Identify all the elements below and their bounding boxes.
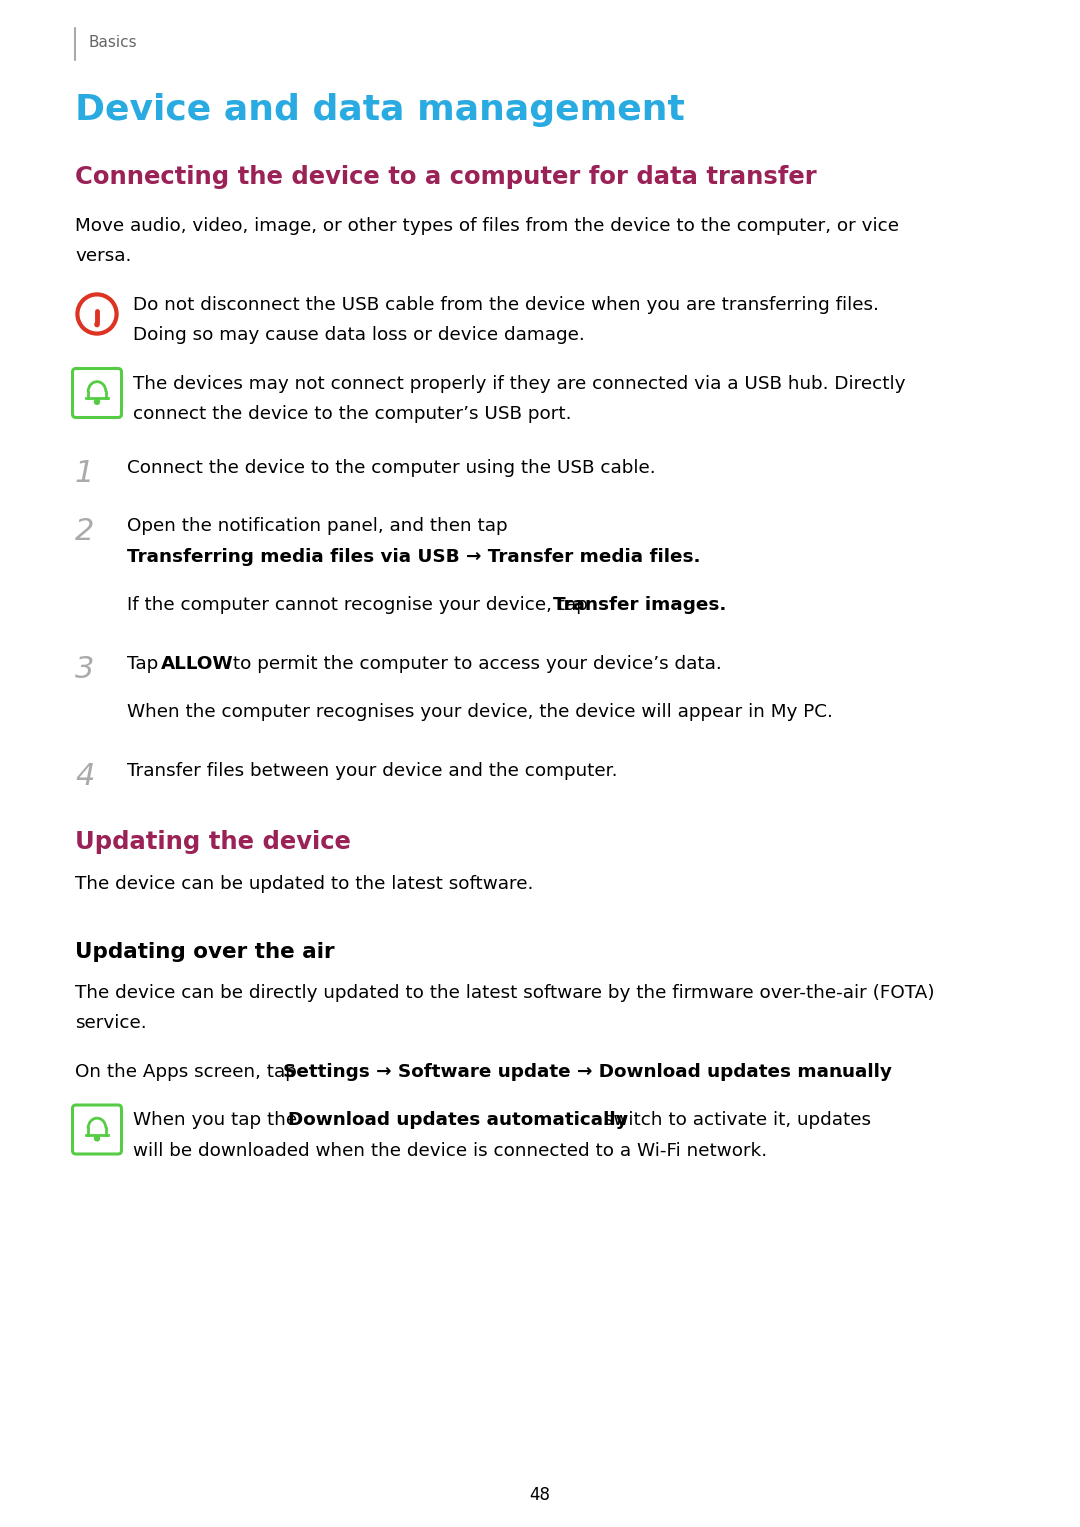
Text: service.: service.: [75, 1014, 147, 1032]
Text: Connecting the device to a computer for data transfer: Connecting the device to a computer for …: [75, 165, 816, 189]
Text: Open the notification panel, and then tap: Open the notification panel, and then ta…: [127, 518, 513, 536]
Text: Transfer files between your device and the computer.: Transfer files between your device and t…: [127, 762, 618, 780]
FancyBboxPatch shape: [72, 368, 121, 417]
Text: connect the device to the computer’s USB port.: connect the device to the computer’s USB…: [133, 406, 571, 423]
Text: If the computer cannot recognise your device, tap: If the computer cannot recognise your de…: [127, 597, 594, 614]
Text: Basics: Basics: [87, 35, 137, 50]
Text: Download updates automatically: Download updates automatically: [288, 1112, 627, 1130]
Text: ALLOW: ALLOW: [161, 655, 233, 673]
Text: will be downloaded when the device is connected to a Wi-Fi network.: will be downloaded when the device is co…: [133, 1142, 767, 1161]
Text: Device and data management: Device and data management: [75, 93, 685, 127]
Text: Settings → Software update → Download updates manually: Settings → Software update → Download up…: [283, 1063, 892, 1081]
Text: Connect the device to the computer using the USB cable.: Connect the device to the computer using…: [127, 460, 656, 476]
Text: Updating the device: Updating the device: [75, 831, 351, 855]
Text: 3: 3: [75, 655, 94, 684]
Text: versa.: versa.: [75, 247, 132, 266]
Circle shape: [94, 1136, 99, 1141]
FancyBboxPatch shape: [72, 1106, 121, 1154]
Text: The device can be directly updated to the latest software by the firmware over-t: The device can be directly updated to th…: [75, 983, 934, 1002]
Text: Tap: Tap: [127, 655, 164, 673]
Text: Transfer images.: Transfer images.: [553, 597, 726, 614]
Text: Transferring media files via USB → Transfer media files.: Transferring media files via USB → Trans…: [127, 548, 701, 567]
Circle shape: [95, 322, 99, 327]
Text: The device can be updated to the latest software.: The device can be updated to the latest …: [75, 875, 534, 893]
Text: When you tap the: When you tap the: [133, 1112, 303, 1130]
Text: switch to activate it, updates: switch to activate it, updates: [598, 1112, 870, 1130]
Text: Updating over the air: Updating over the air: [75, 942, 335, 962]
Text: When the computer recognises your device, the device will appear in My PC.: When the computer recognises your device…: [127, 704, 833, 721]
Text: 4: 4: [75, 762, 94, 791]
Text: 1: 1: [75, 460, 94, 489]
Circle shape: [76, 293, 118, 334]
Text: 48: 48: [529, 1486, 551, 1504]
Text: to permit the computer to access your device’s data.: to permit the computer to access your de…: [227, 655, 721, 673]
Text: Move audio, video, image, or other types of files from the device to the compute: Move audio, video, image, or other types…: [75, 217, 899, 235]
Text: .: .: [838, 1063, 843, 1081]
Text: On the Apps screen, tap: On the Apps screen, tap: [75, 1063, 302, 1081]
Text: The devices may not connect properly if they are connected via a USB hub. Direct: The devices may not connect properly if …: [133, 376, 905, 392]
Circle shape: [94, 399, 99, 405]
Text: Do not disconnect the USB cable from the device when you are transferring files.: Do not disconnect the USB cable from the…: [133, 296, 879, 315]
Text: Doing so may cause data loss or device damage.: Doing so may cause data loss or device d…: [133, 327, 584, 345]
Circle shape: [80, 298, 113, 331]
Text: 2: 2: [75, 518, 94, 547]
